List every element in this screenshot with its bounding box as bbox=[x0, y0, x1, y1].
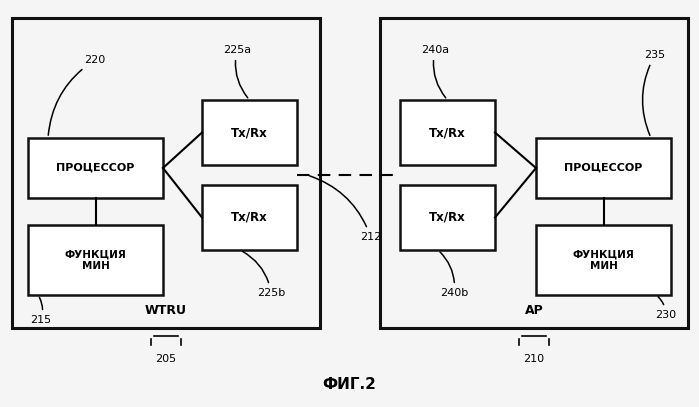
Text: Tx/Rx: Tx/Rx bbox=[429, 211, 466, 224]
Bar bbox=[400, 100, 495, 165]
Text: ФИГ.2: ФИГ.2 bbox=[322, 377, 376, 392]
Text: 220: 220 bbox=[48, 55, 106, 135]
Text: ФУНКЦИЯ
МИН: ФУНКЦИЯ МИН bbox=[64, 249, 127, 271]
Text: Tx/Rx: Tx/Rx bbox=[429, 126, 466, 139]
Text: 235: 235 bbox=[642, 50, 665, 136]
Text: 212: 212 bbox=[310, 176, 381, 242]
Bar bbox=[536, 225, 671, 295]
Text: 240b: 240b bbox=[440, 252, 468, 298]
Text: ФУНКЦИЯ
МИН: ФУНКЦИЯ МИН bbox=[572, 249, 635, 271]
Text: ПРОЦЕССОР: ПРОЦЕССОР bbox=[564, 163, 642, 173]
Bar bbox=[400, 185, 495, 250]
Text: 225a: 225a bbox=[223, 45, 251, 98]
Text: 205: 205 bbox=[155, 354, 177, 364]
Bar bbox=[536, 138, 671, 198]
Bar bbox=[28, 138, 163, 198]
Text: Tx/Rx: Tx/Rx bbox=[231, 211, 268, 224]
Text: ПРОЦЕССОР: ПРОЦЕССОР bbox=[57, 163, 135, 173]
Text: 210: 210 bbox=[524, 354, 545, 364]
Text: 230: 230 bbox=[655, 297, 676, 320]
Text: WTRU: WTRU bbox=[145, 304, 187, 317]
Bar bbox=[202, 185, 297, 250]
Bar bbox=[202, 100, 297, 165]
Text: AP: AP bbox=[525, 304, 543, 317]
Text: 225b: 225b bbox=[243, 252, 285, 298]
Text: 215: 215 bbox=[30, 298, 51, 325]
Bar bbox=[380, 18, 688, 328]
Bar bbox=[28, 225, 163, 295]
Bar bbox=[12, 18, 320, 328]
Text: Tx/Rx: Tx/Rx bbox=[231, 126, 268, 139]
Text: 240a: 240a bbox=[421, 45, 449, 98]
